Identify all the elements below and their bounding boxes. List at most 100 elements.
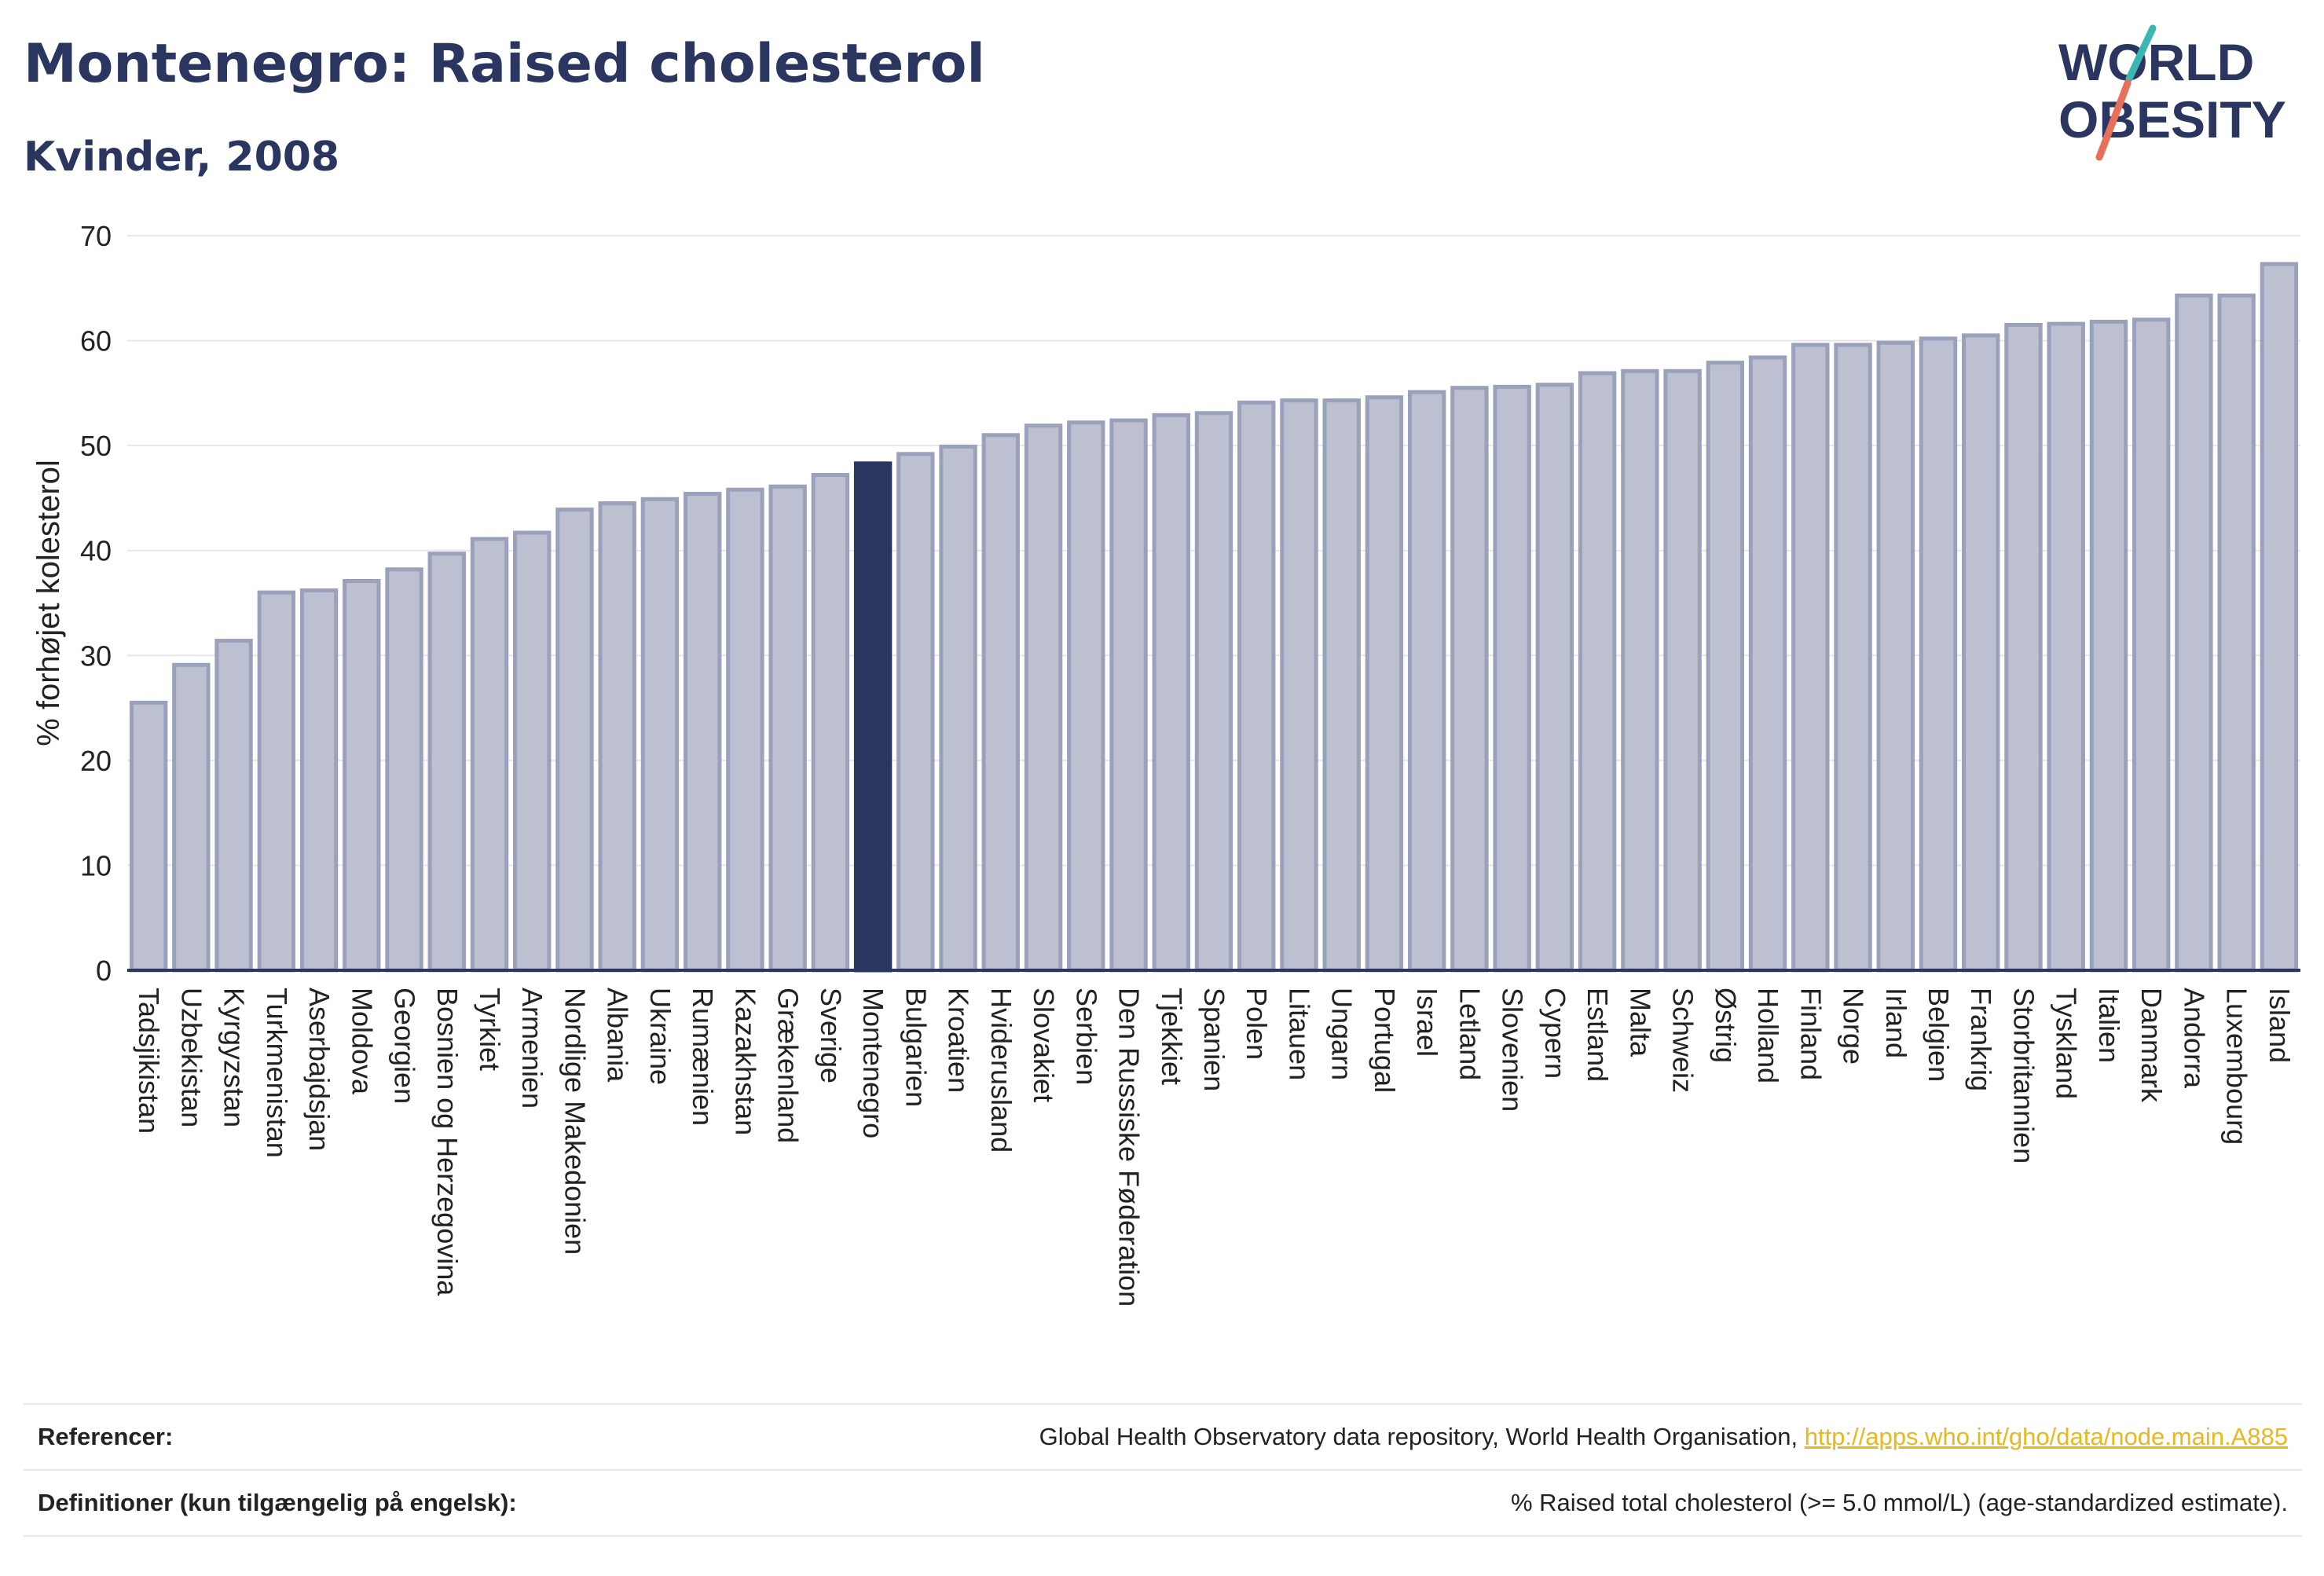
x-tick-label: Uzbekistan	[175, 988, 207, 1127]
logo-line1: WORLD	[2058, 33, 2254, 91]
x-tick-label: Aserbajdsjan	[303, 988, 335, 1151]
bar-ungarn[interactable]	[1322, 398, 1361, 973]
bar-norge[interactable]	[1834, 343, 1872, 973]
bar-serbien[interactable]	[1067, 420, 1105, 973]
x-tick-label: Estland	[1582, 988, 1614, 1082]
x-tick-label: Slovakiet	[1028, 988, 1060, 1102]
references-label: Referencer:	[38, 1423, 174, 1450]
y-tick-label: 70	[80, 220, 112, 252]
bar-tadsjikistan[interactable]	[129, 700, 168, 973]
x-tick-label: Spanien	[1198, 988, 1230, 1091]
x-tick-label: Slovenien	[1497, 988, 1529, 1112]
chart-title: Montenegro: Raised cholesterol	[24, 33, 985, 95]
bar-rumænien[interactable]	[683, 492, 722, 973]
x-tick-label: Moldova	[346, 988, 378, 1095]
x-tick-label: Rumænien	[687, 988, 719, 1126]
bar-turkmenistan[interactable]	[257, 590, 296, 973]
x-tick-label: Schweiz	[1667, 988, 1699, 1093]
bar-andorra[interactable]	[2175, 293, 2213, 973]
bar-ukraine[interactable]	[640, 497, 680, 973]
bar-grækenland[interactable]	[768, 484, 807, 973]
bar-sverige[interactable]	[811, 473, 850, 973]
y-tick-label: 0	[96, 955, 112, 987]
x-tick-label: Georgien	[389, 988, 421, 1104]
x-tick-label: Sverige	[815, 988, 847, 1083]
x-tick-label: Irland	[1880, 988, 1912, 1058]
x-tick-label: Østrig	[1710, 988, 1742, 1063]
bar-belgien[interactable]	[1919, 336, 1958, 973]
bar-estland[interactable]	[1578, 371, 1617, 973]
x-tick-label: Kazakhstan	[729, 988, 761, 1135]
x-tick-label: Hviderusland	[985, 988, 1017, 1153]
bar-bosnien-og-herzegovina[interactable]	[427, 552, 466, 973]
bar-moldova[interactable]	[343, 578, 381, 973]
bar-tyskland[interactable]	[2047, 321, 2085, 973]
y-axis-label: % forhøjet kolesterol	[31, 460, 66, 746]
bar-østrig[interactable]	[1706, 361, 1745, 973]
x-tick-label: Italien	[2093, 988, 2125, 1063]
x-tick-label: Kroatien	[943, 988, 975, 1093]
x-tick-label: Tyskland	[2051, 988, 2083, 1099]
logo-line2: OBESITY	[2058, 90, 2286, 148]
logo-slash-teal	[2125, 24, 2157, 82]
logo-slash-coral	[2095, 79, 2132, 161]
x-tick-label: Tyrkiet	[474, 988, 506, 1071]
bar-georgien[interactable]	[385, 567, 423, 973]
bar-danmark[interactable]	[2132, 317, 2171, 973]
bar-cypern[interactable]	[1535, 383, 1574, 973]
bar-finland[interactable]	[1791, 343, 1830, 973]
x-tick-label: Frankrig	[1965, 988, 1997, 1091]
bar-tyrkiet[interactable]	[470, 537, 509, 973]
x-tick-label: Albania	[602, 988, 634, 1083]
bar-letland[interactable]	[1450, 386, 1489, 973]
y-tick-label: 10	[80, 849, 112, 881]
x-tick-label: Belgien	[1923, 988, 1955, 1082]
x-tick-label: Polen	[1241, 988, 1273, 1060]
bar-uzbekistan[interactable]	[172, 662, 211, 973]
bar-island[interactable]	[2260, 262, 2299, 973]
bar-frankrig[interactable]	[1962, 333, 2000, 973]
x-tick-label: Malta	[1624, 988, 1656, 1057]
x-tick-label: Ungarn	[1326, 988, 1358, 1080]
bar-polen[interactable]	[1237, 400, 1276, 973]
bar-kroatien[interactable]	[939, 444, 977, 973]
bar-israel[interactable]	[1407, 390, 1446, 973]
bar-slovakiet[interactable]	[1024, 423, 1063, 973]
x-tick-label: Norge	[1838, 988, 1870, 1065]
bar-holland[interactable]	[1748, 355, 1787, 973]
world-obesity-logo: WORLD OBESITY	[2058, 24, 2286, 161]
bar-albania[interactable]	[598, 501, 636, 973]
x-tick-label: Danmark	[2135, 988, 2168, 1103]
bar-armenien[interactable]	[513, 530, 552, 973]
x-tick-label: Ukraine	[644, 988, 676, 1085]
bar-luxembourg[interactable]	[2217, 293, 2256, 973]
x-tick-label: Grækenland	[772, 988, 805, 1143]
bar-irland[interactable]	[1876, 340, 1915, 973]
bar-spanien[interactable]	[1194, 411, 1233, 973]
x-tick-label: Montenegro	[857, 988, 889, 1138]
bar-litauen[interactable]	[1280, 398, 1318, 973]
x-tick-label: Andorra	[2178, 988, 2210, 1089]
definitions-row: Definitioner (kun tilgængelig på engelsk…	[24, 1469, 2302, 1537]
bar-schweiz[interactable]	[1663, 368, 1702, 973]
bar-tjekkiet[interactable]	[1152, 412, 1190, 973]
bar-montenegro[interactable]	[853, 461, 893, 973]
references-text: Global Health Observatory data repositor…	[1039, 1423, 1798, 1450]
references-link[interactable]: http://apps.who.int/gho/data/node.main.A…	[1804, 1423, 2288, 1450]
bar-aserbajdsjan[interactable]	[299, 588, 339, 973]
x-tick-label: Tjekkiet	[1156, 988, 1188, 1085]
bar-malta[interactable]	[1621, 368, 1659, 973]
x-tick-label: Cypern	[1539, 988, 1571, 1079]
bar-bulgarien[interactable]	[896, 452, 935, 973]
x-tick-label: Den Russiske Føderation	[1113, 988, 1146, 1307]
bar-portugal[interactable]	[1365, 395, 1404, 973]
bar-kyrgyzstan[interactable]	[214, 639, 253, 973]
bar-slovenien[interactable]	[1493, 384, 1531, 973]
bar-den-russiske-føderation[interactable]	[1109, 418, 1148, 973]
bar-kazakhstan[interactable]	[726, 487, 764, 973]
bar-storbritannien[interactable]	[2004, 323, 2043, 973]
bar-nordlige-makedonien[interactable]	[555, 508, 594, 973]
bar-hviderusland[interactable]	[981, 433, 1021, 973]
x-tick-label: Holland	[1752, 988, 1784, 1083]
bar-italien[interactable]	[2089, 320, 2128, 973]
